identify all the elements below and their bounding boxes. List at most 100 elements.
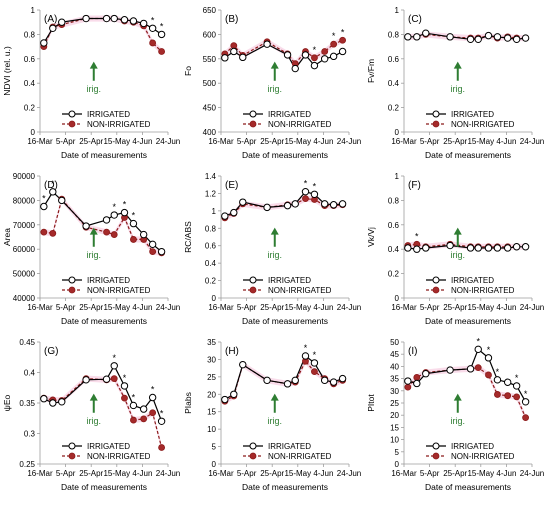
point-irrigated — [503, 34, 512, 42]
y-tick-label: 650 — [203, 6, 217, 15]
significance-star: * — [415, 231, 419, 241]
y-tick-label: 80000 — [13, 196, 36, 205]
point-irrigated — [82, 222, 90, 230]
y-axis-label: Area — [2, 228, 12, 246]
point-irrigated — [320, 200, 329, 208]
legend-label-non-irrigated: NON-IRRIGATED — [87, 120, 151, 129]
point-irrigated — [484, 31, 493, 40]
legend-label-non-irrigated: NON-IRRIGATED — [268, 452, 332, 461]
point-irrigated — [291, 64, 299, 73]
up-arrow-icon — [453, 61, 462, 69]
point-non-irrigated — [302, 195, 309, 203]
y-tick-label: 50000 — [13, 270, 36, 279]
y-tick-label: 1 — [31, 6, 36, 15]
point-irrigated — [239, 360, 247, 369]
x-tick-label: 16-Mar — [391, 303, 417, 312]
point-irrigated — [120, 16, 129, 24]
significance-star: * — [304, 179, 308, 189]
y-tick-label: 0.4 — [24, 79, 36, 88]
x-axis-label: Date of measurements — [425, 150, 511, 160]
point-irrigated — [148, 24, 157, 32]
y-tick-label: 0.6 — [388, 221, 400, 230]
chart-panel-7: 0.25 0.3 0.35 0.4 0.45 16-Mar 5-Apr 25-Apr 15-Ma… — [2, 338, 180, 492]
point-non-irrigated — [404, 383, 412, 391]
point-irrigated — [422, 244, 430, 252]
open-circle-marker-icon — [249, 442, 257, 450]
x-tick-label: 24-Jun — [156, 303, 180, 312]
x-tick-label: 5-Apr — [56, 469, 76, 478]
legend-label-non-irrigated: NON-IRRIGATED — [268, 286, 332, 295]
point-irrigated — [139, 230, 148, 239]
x-tick-label: 25-Apr — [260, 469, 284, 478]
point-irrigated — [404, 33, 412, 41]
y-axis-label: PItot — [366, 394, 376, 412]
point-irrigated — [102, 14, 111, 23]
point-irrigated — [102, 216, 111, 224]
point-irrigated — [221, 54, 229, 62]
point-non-irrigated — [130, 416, 137, 424]
panel-letter: (I) — [408, 346, 417, 357]
x-tick-label: 25-Apr — [443, 137, 467, 146]
point-irrigated — [329, 201, 338, 209]
x-tick-label: 4-Jun — [496, 303, 516, 312]
point-non-irrigated — [149, 409, 157, 417]
series-line-irrigated — [43, 364, 163, 422]
x-tick-label: 16-Mar — [27, 469, 53, 478]
irrigation-label: irig. — [87, 250, 102, 260]
y-tick-label: 1.4 — [205, 172, 217, 181]
y-tick-label: 45 — [390, 350, 399, 359]
significance-star: * — [132, 211, 136, 221]
y-tick-label: 600 — [203, 30, 217, 39]
point-non-irrigated — [158, 444, 166, 451]
up-arrow-icon — [89, 227, 98, 235]
x-tick-label: 25-Apr — [79, 137, 103, 146]
point-irrigated — [521, 398, 530, 406]
filled-circle-marker-icon — [68, 286, 76, 294]
point-irrigated — [110, 14, 118, 23]
y-tick-label: 60000 — [13, 245, 36, 254]
point-irrigated — [148, 393, 157, 402]
legend-label-non-irrigated: NON-IRRIGATED — [451, 452, 515, 461]
up-arrow-icon — [270, 393, 279, 401]
x-tick-label: 25-Apr — [443, 303, 467, 312]
point-irrigated — [512, 382, 521, 390]
y-tick-label: 70000 — [13, 221, 36, 230]
point-irrigated — [49, 24, 57, 32]
point-irrigated — [139, 19, 148, 28]
y-tick-label: 35 — [207, 338, 216, 347]
significance-star: * — [42, 194, 46, 204]
panel-letter: (F) — [408, 180, 421, 191]
point-irrigated — [82, 376, 90, 384]
point-irrigated — [120, 382, 129, 390]
y-tick-label: 50 — [390, 338, 399, 347]
point-non-irrigated — [103, 228, 110, 236]
open-circle-marker-icon — [432, 442, 440, 450]
y-axis-label: Fv/Fm — [366, 59, 376, 83]
irrigation-label: irig. — [268, 416, 283, 426]
x-tick-label: 24-Jun — [520, 469, 544, 478]
up-arrow-icon — [270, 61, 279, 69]
x-tick-label: 4-Jun — [132, 303, 152, 312]
x-tick-label: 5-Apr — [237, 137, 257, 146]
point-irrigated — [230, 47, 238, 56]
point-irrigated — [503, 244, 512, 252]
legend-label-non-irrigated: NON-IRRIGATED — [87, 286, 151, 295]
chart-panel-6: 0 0.2 0.4 0.6 0.8 1 16-Mar 5-Apr 25-Apr 15-May 4-J… — [366, 172, 544, 326]
y-tick-label: 0.4 — [205, 259, 217, 268]
y-tick-label: 0.2 — [388, 270, 400, 279]
y-tick-label: 0 — [31, 128, 36, 137]
x-tick-label: 16-Mar — [208, 469, 234, 478]
x-axis-label: Date of measurements — [61, 482, 147, 492]
y-tick-label: 0.6 — [205, 242, 217, 251]
panel-letter: (E) — [225, 180, 238, 191]
x-axis-label: Date of measurements — [242, 482, 328, 492]
x-tick-label: 24-Jun — [337, 137, 361, 146]
x-tick-label: 15-May — [103, 137, 130, 146]
y-tick-label: 40 — [390, 362, 399, 371]
significance-star: * — [332, 31, 336, 41]
irrigation-label: irig. — [451, 84, 466, 94]
point-irrigated — [493, 376, 502, 384]
y-tick-label: 1.2 — [205, 189, 217, 198]
x-tick-label: 24-Jun — [520, 137, 544, 146]
irrigation-label: irig. — [268, 250, 283, 260]
